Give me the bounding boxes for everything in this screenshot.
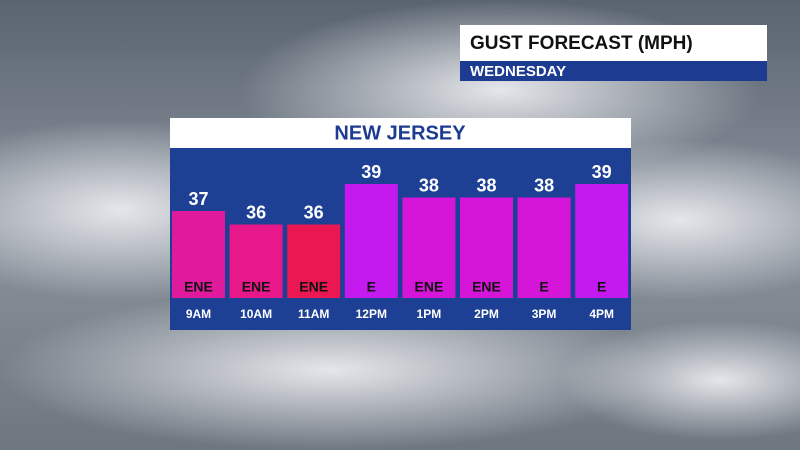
x-tick-label: 9AM bbox=[186, 307, 211, 321]
value-label: 38 bbox=[534, 175, 554, 195]
value-label: 38 bbox=[476, 175, 496, 195]
subtitle: WEDNESDAY bbox=[470, 63, 566, 80]
value-label: 38 bbox=[419, 175, 439, 195]
direction-label: E bbox=[597, 279, 606, 295]
title: GUST FORECAST (MPH) bbox=[470, 33, 693, 54]
title-box bbox=[460, 25, 767, 61]
value-label: 39 bbox=[361, 162, 381, 182]
bar bbox=[460, 197, 513, 298]
direction-label: ENE bbox=[184, 279, 213, 295]
direction-label: ENE bbox=[472, 279, 501, 295]
bar bbox=[344, 184, 398, 298]
direction-label: E bbox=[539, 279, 548, 295]
x-tick-label: 10AM bbox=[240, 307, 272, 321]
x-tick-label: 11AM bbox=[298, 307, 329, 321]
chart-title: NEW JERSEY bbox=[334, 122, 466, 144]
x-tick-label: 4PM bbox=[589, 307, 614, 321]
bar bbox=[172, 211, 225, 298]
value-label: 37 bbox=[188, 189, 208, 209]
x-tick-label: 12PM bbox=[356, 307, 387, 321]
x-tick-label: 1PM bbox=[417, 307, 442, 321]
bar bbox=[402, 197, 456, 298]
direction-label: E bbox=[367, 279, 376, 295]
subtitle-box bbox=[460, 61, 767, 81]
direction-label: ENE bbox=[299, 279, 328, 295]
bar bbox=[229, 224, 283, 298]
panel-header bbox=[170, 118, 631, 148]
direction-label: ENE bbox=[415, 279, 444, 295]
value-label: 36 bbox=[246, 202, 266, 222]
bar bbox=[575, 184, 629, 298]
direction-label: ENE bbox=[242, 279, 271, 295]
bar bbox=[287, 224, 341, 298]
x-tick-label: 3PM bbox=[532, 307, 557, 321]
value-label: 39 bbox=[592, 162, 612, 182]
bar bbox=[517, 197, 571, 298]
x-tick-label: 2PM bbox=[474, 307, 499, 321]
value-label: 36 bbox=[304, 202, 324, 222]
